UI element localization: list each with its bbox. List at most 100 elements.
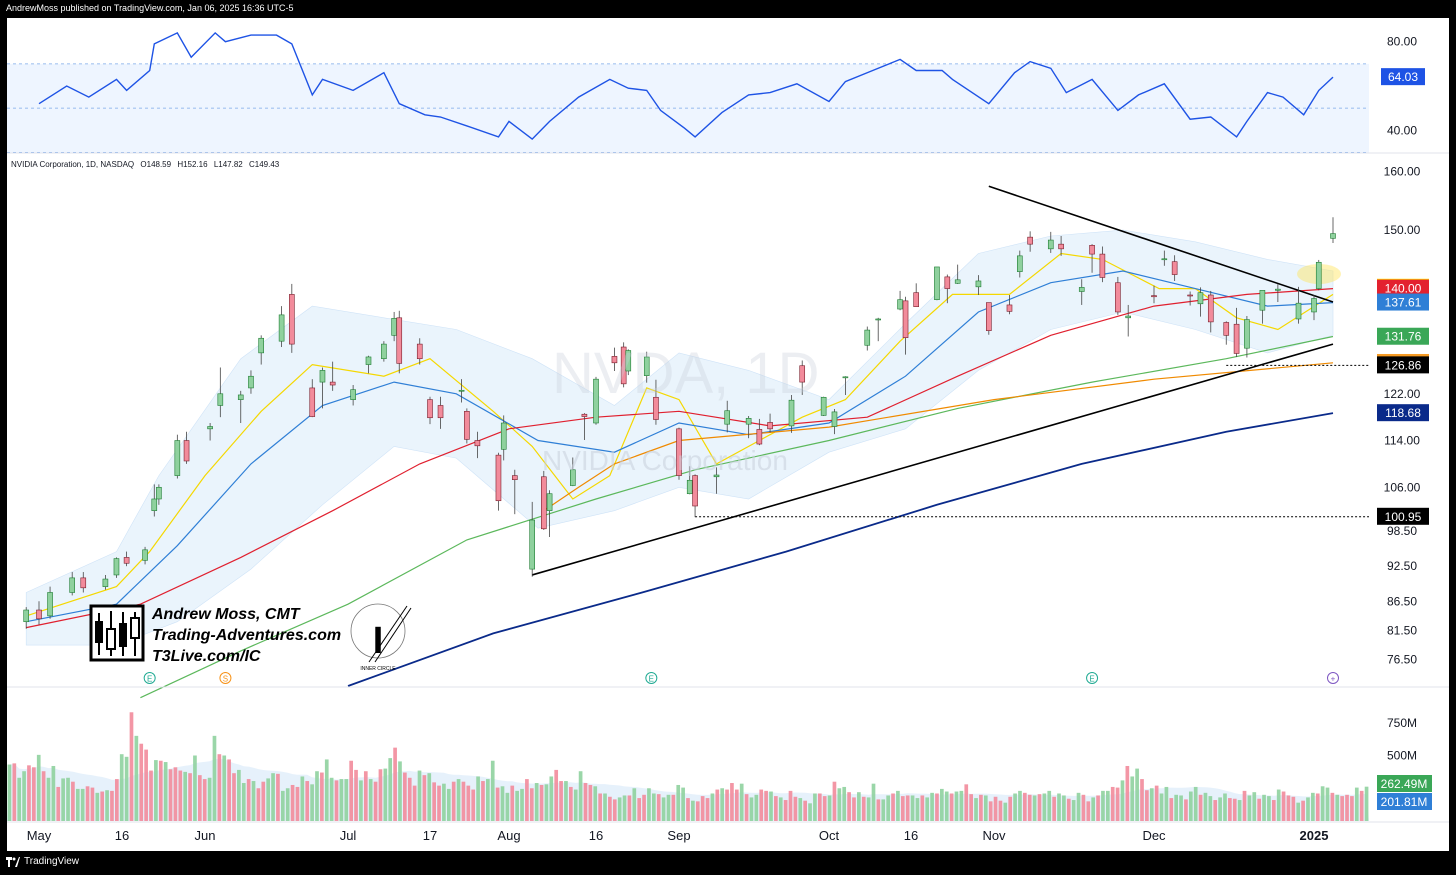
volume-bar-down	[90, 787, 95, 821]
volume-bar-up	[778, 797, 783, 821]
volume-bar-down	[178, 770, 183, 821]
volume-bar-up	[22, 771, 26, 821]
volume-bar-up	[1306, 797, 1310, 821]
volume-bar-up	[315, 771, 319, 821]
candles-logo-body-3	[119, 623, 127, 647]
price-axis-label: 76.50	[1387, 653, 1417, 667]
volume-bar-down	[1232, 798, 1237, 821]
volume-bar-down	[715, 789, 720, 821]
volume-bar-down	[114, 779, 119, 821]
volume-bar-up	[1003, 802, 1008, 821]
volume-bar-down	[1052, 796, 1056, 821]
chart-canvas[interactable]: 80.00 40.00 64.03 160.00 150.00 122.00 114.00…	[7, 18, 1449, 851]
volume-bar-down	[671, 794, 676, 821]
volume-bar-up	[915, 798, 920, 821]
candle-up	[1125, 315, 1131, 319]
price-axis-label: 150.00	[1384, 223, 1421, 237]
volume-bar-down	[461, 781, 466, 821]
volume-bar-up	[1130, 776, 1135, 821]
volume-bar-up	[368, 779, 373, 821]
event-marker-label: S	[223, 675, 228, 684]
candle-up	[954, 279, 961, 284]
volume-bar-up	[661, 797, 666, 821]
volume-bar-down	[525, 779, 529, 821]
rsi-axis-label: 40.00	[1387, 123, 1417, 137]
candle-down	[1171, 261, 1178, 275]
inner-circle-logo: I INNER CIRCLE	[350, 603, 412, 672]
volume-bar-down	[217, 754, 222, 821]
volume-bar-down	[495, 787, 500, 821]
volume-bar-up	[1159, 793, 1164, 821]
candle-down	[464, 411, 470, 440]
volume-bar-up	[324, 759, 329, 821]
volume-bar-up	[183, 771, 188, 821]
volume-bar-down	[1169, 798, 1174, 821]
volume-bar-down	[637, 798, 642, 821]
volume-bar-down	[876, 799, 881, 821]
volume-bar-down	[1081, 794, 1086, 821]
volume-bar-down	[1140, 779, 1144, 821]
volume-bar-up	[1047, 790, 1052, 821]
volume-bar-up	[676, 784, 681, 821]
volume-bar-down	[354, 769, 358, 821]
candle-up	[897, 299, 903, 310]
volume-bar-down	[1257, 798, 1262, 821]
price-badge-value: 137.61	[1385, 296, 1422, 310]
time-axis-label: 17	[423, 828, 437, 843]
candle-up	[174, 440, 181, 476]
volume-bar-up	[983, 795, 988, 821]
volume-bar-up	[842, 786, 847, 821]
volume-bar-down	[734, 789, 739, 821]
candle-up	[102, 578, 109, 587]
volume-bar-down	[188, 773, 192, 821]
candle-up	[643, 356, 650, 376]
volume-bar-down	[1228, 798, 1232, 821]
volume-bar-up	[1071, 800, 1076, 821]
volume-bar-down	[139, 743, 144, 821]
volume-bar-down	[1330, 792, 1335, 821]
volume-bar-down	[403, 772, 407, 821]
volume-bar-down	[730, 783, 734, 821]
volume-bar-up	[1203, 792, 1208, 821]
volume-bar-up	[359, 780, 363, 821]
volume-bar-down	[1350, 796, 1354, 821]
volume-bar-down	[817, 793, 822, 821]
candle-up	[1315, 261, 1322, 289]
event-marker	[143, 672, 156, 684]
volume-bar-up	[417, 770, 422, 821]
candle-up	[546, 493, 553, 511]
volume-bar-down	[1184, 799, 1188, 821]
volume-bar-up	[622, 795, 627, 821]
volume-bar-up	[681, 787, 685, 821]
candle-down	[653, 396, 659, 420]
candle-down	[1187, 294, 1193, 297]
volume-bar-up	[51, 765, 56, 821]
volume-bar-up	[710, 793, 715, 821]
volume-bar-up	[1208, 796, 1213, 821]
candle-up	[1311, 298, 1317, 313]
candle-down	[676, 428, 682, 476]
volume-bar-down	[627, 795, 632, 821]
volume-bar-up	[1076, 792, 1081, 821]
time-axis-label: 2025	[1300, 828, 1329, 843]
candle-up	[151, 498, 158, 511]
volume-bar-up	[1032, 795, 1037, 821]
volume-bar-down	[539, 784, 544, 821]
volume-bar-up	[1218, 797, 1222, 821]
rsi-current-value: 64.03	[1388, 70, 1418, 84]
candle-up	[569, 469, 576, 486]
volume-bar-up	[930, 792, 934, 821]
volume-bar-down	[227, 759, 231, 821]
candle-down	[1027, 236, 1033, 245]
candle-down	[1233, 323, 1240, 354]
candles-logo-body-4	[130, 617, 140, 639]
volume-bar-up	[490, 760, 495, 821]
volume-bar-up	[910, 795, 915, 821]
volume-bar-up	[857, 792, 861, 821]
price-axis-label: 160.00	[1384, 165, 1421, 179]
moving-average-200	[347, 412, 1334, 687]
footer-brand[interactable]: TradingView	[6, 856, 79, 867]
symbol-legend[interactable]: NVIDIA Corporation, 1D, NASDAQ O148.59 H…	[11, 160, 280, 169]
volume-bar-down	[891, 793, 895, 821]
volume-bar-up	[75, 788, 80, 821]
